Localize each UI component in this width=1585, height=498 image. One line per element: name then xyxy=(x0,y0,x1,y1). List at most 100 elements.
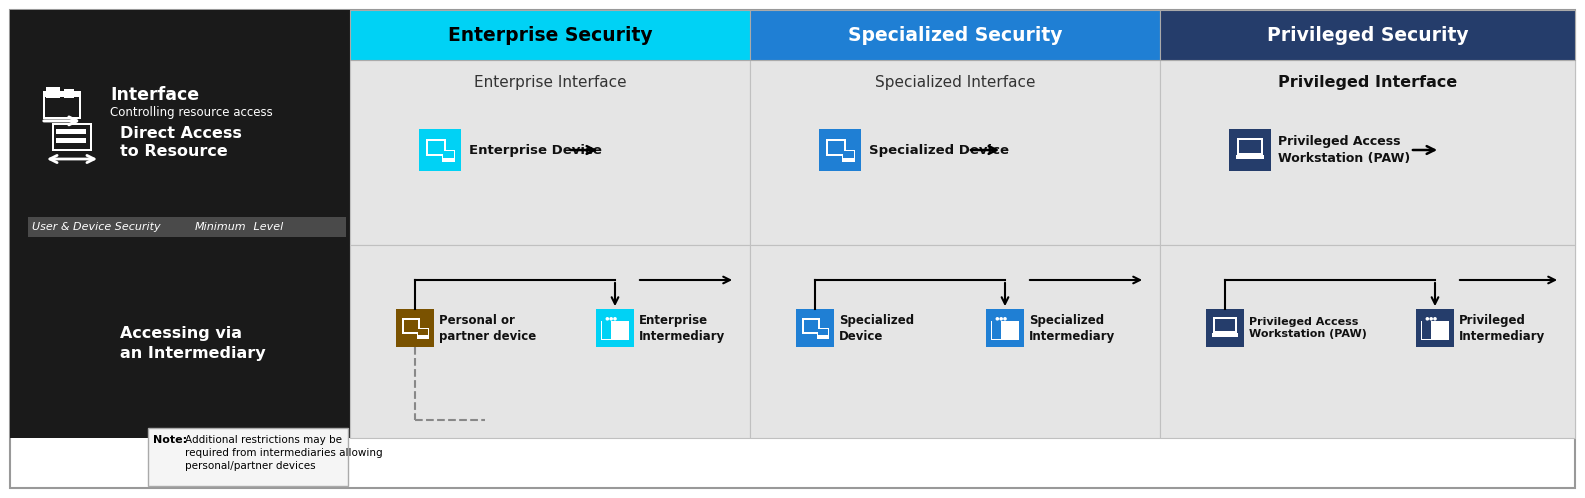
Bar xyxy=(750,245,1160,438)
Text: Additional restrictions may be
required from intermediaries allowing
personal/pa: Additional restrictions may be required … xyxy=(185,435,382,471)
Text: Specialized
Intermediary: Specialized Intermediary xyxy=(1029,314,1116,343)
Circle shape xyxy=(613,317,617,321)
Text: Privileged Access
Workstation (PAW): Privileged Access Workstation (PAW) xyxy=(1249,317,1366,339)
Bar xyxy=(147,428,349,486)
Bar xyxy=(991,316,1019,340)
Circle shape xyxy=(1003,317,1006,321)
Bar xyxy=(52,123,92,151)
Circle shape xyxy=(1425,317,1430,321)
Circle shape xyxy=(1000,317,1003,321)
Bar xyxy=(10,10,350,438)
Text: Accessing via: Accessing via xyxy=(120,326,243,341)
Text: Privileged Access
Workstation (PAW): Privileged Access Workstation (PAW) xyxy=(1278,135,1411,165)
Bar xyxy=(1415,309,1453,347)
Bar xyxy=(1206,309,1244,347)
Bar xyxy=(418,129,461,171)
Bar xyxy=(842,149,856,159)
Bar xyxy=(442,150,455,158)
Bar xyxy=(1422,321,1431,339)
Text: Specialized Interface: Specialized Interface xyxy=(875,75,1035,90)
Bar xyxy=(843,150,854,158)
Bar xyxy=(818,329,827,335)
Text: Controlling resource access: Controlling resource access xyxy=(109,106,273,119)
Text: an Intermediary: an Intermediary xyxy=(120,346,266,361)
Bar xyxy=(986,309,1024,347)
Bar xyxy=(827,140,843,154)
Circle shape xyxy=(1430,317,1433,321)
Bar xyxy=(350,10,750,60)
Bar xyxy=(1236,155,1265,159)
Bar xyxy=(1213,333,1238,337)
Bar xyxy=(816,328,829,336)
Text: Specialized
Device: Specialized Device xyxy=(838,314,915,343)
Text: Enterprise Security: Enterprise Security xyxy=(447,25,653,44)
Bar xyxy=(826,138,846,156)
Text: Note:: Note: xyxy=(154,435,187,445)
Bar xyxy=(1213,317,1236,333)
Bar xyxy=(1239,139,1262,153)
Bar xyxy=(54,125,90,149)
Text: Enterprise
Intermediary: Enterprise Intermediary xyxy=(639,314,726,343)
Bar xyxy=(403,318,420,334)
Circle shape xyxy=(609,317,613,321)
Bar xyxy=(1160,60,1575,245)
Bar xyxy=(44,97,79,117)
Bar xyxy=(750,10,1160,60)
Bar xyxy=(63,89,74,94)
Bar xyxy=(43,91,81,119)
Text: Privileged Security: Privileged Security xyxy=(1266,25,1468,44)
Bar xyxy=(350,60,750,245)
Bar xyxy=(1160,10,1575,60)
Bar xyxy=(1228,129,1271,171)
Text: Level: Level xyxy=(250,222,284,232)
Bar xyxy=(601,316,629,340)
Bar xyxy=(596,309,634,347)
Text: Direct Access: Direct Access xyxy=(120,125,243,140)
Bar xyxy=(426,138,445,156)
Bar xyxy=(816,336,829,339)
Bar xyxy=(991,316,1019,321)
Bar xyxy=(750,60,1160,245)
Text: Privileged
Intermediary: Privileged Intermediary xyxy=(1460,314,1545,343)
Text: Minimum: Minimum xyxy=(195,222,247,232)
Bar xyxy=(442,149,455,159)
Bar xyxy=(442,159,455,162)
Bar xyxy=(842,159,856,162)
Bar xyxy=(417,329,428,335)
Bar xyxy=(396,309,434,347)
Bar xyxy=(63,94,74,98)
Bar xyxy=(819,129,861,171)
Bar xyxy=(29,217,346,237)
Bar xyxy=(1160,245,1575,438)
Text: Enterprise Device: Enterprise Device xyxy=(469,143,602,156)
Text: User & Device Security: User & Device Security xyxy=(32,222,165,232)
Bar xyxy=(55,138,86,143)
Bar xyxy=(55,129,86,134)
Bar xyxy=(601,316,629,321)
Bar xyxy=(992,321,1002,339)
Text: Interface: Interface xyxy=(109,86,200,104)
Bar xyxy=(404,320,418,332)
Bar xyxy=(417,328,428,336)
Bar xyxy=(796,309,834,347)
Text: Specialized Device: Specialized Device xyxy=(869,143,1010,156)
Bar xyxy=(802,318,821,334)
Text: to Resource: to Resource xyxy=(120,143,228,158)
Bar xyxy=(1422,316,1449,321)
Text: Personal or
partner device: Personal or partner device xyxy=(439,314,536,343)
Circle shape xyxy=(605,317,609,321)
Circle shape xyxy=(995,317,999,321)
Bar xyxy=(804,320,818,332)
Bar xyxy=(417,336,428,339)
Text: Enterprise Interface: Enterprise Interface xyxy=(474,75,626,90)
Circle shape xyxy=(1433,317,1436,321)
Bar xyxy=(1236,137,1263,155)
Bar xyxy=(1422,316,1449,340)
Bar xyxy=(428,140,444,154)
Bar xyxy=(602,321,612,339)
Bar xyxy=(350,245,750,438)
Bar xyxy=(1216,319,1235,331)
Text: Specialized Security: Specialized Security xyxy=(848,25,1062,44)
Text: Privileged Interface: Privileged Interface xyxy=(1278,75,1457,90)
Bar xyxy=(46,87,60,98)
